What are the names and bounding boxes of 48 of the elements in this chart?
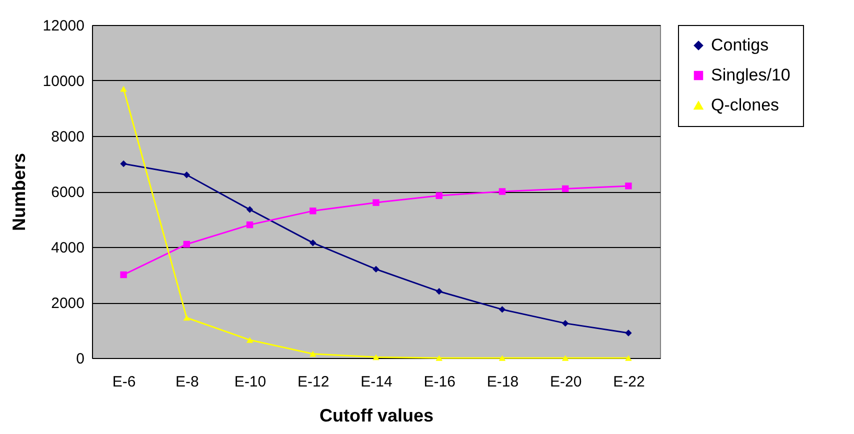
point: [562, 320, 569, 327]
point: [372, 266, 380, 273]
point: [246, 206, 254, 213]
x-tick-label: E-6: [112, 374, 136, 390]
point: [372, 354, 380, 360]
point: [562, 355, 569, 361]
legend-label: Singles/10: [711, 66, 790, 84]
y-tick-label: 2000: [51, 295, 84, 312]
x-tick-label: E-10: [234, 374, 266, 390]
point: [436, 355, 442, 361]
x-tick-label: E-18: [486, 374, 519, 390]
point: [498, 355, 506, 361]
y-tick-label: 8000: [51, 128, 84, 146]
x-tick-label: E-14: [360, 374, 392, 390]
point: [120, 160, 127, 168]
x-tick-label: E-20: [550, 374, 582, 390]
point: [562, 185, 569, 192]
point: [183, 240, 190, 248]
point: [310, 239, 316, 246]
point: [372, 199, 380, 206]
y-tick-label: 6000: [51, 184, 84, 201]
legend-label: Q-clones: [711, 96, 780, 114]
point: [246, 221, 254, 228]
point: [120, 86, 127, 92]
x-axis-title: Cutoff values: [319, 406, 434, 426]
y-axis-title: Numbers: [8, 152, 29, 232]
point: [498, 188, 506, 195]
point: [310, 350, 316, 357]
point: [183, 314, 190, 321]
point: [246, 337, 254, 343]
y-tick-label: 12000: [42, 18, 84, 34]
point: [436, 288, 442, 295]
y-tick-label: 10000: [42, 73, 84, 90]
point: [625, 330, 632, 336]
x-tick-label: E-22: [613, 374, 645, 390]
legend-label: Contigs: [711, 36, 769, 54]
point: [183, 171, 190, 178]
point: [436, 192, 442, 200]
point: [625, 182, 632, 190]
point: [120, 271, 127, 278]
x-tick-label: E-12: [298, 374, 330, 390]
y-tick-label: 0: [76, 350, 84, 368]
x-tick-label: E-16: [424, 374, 456, 390]
x-tick-label: E-8: [175, 374, 199, 390]
point: [310, 208, 316, 214]
point: [625, 355, 632, 361]
point: [498, 306, 506, 313]
y-tick-label: 4000: [51, 240, 84, 256]
